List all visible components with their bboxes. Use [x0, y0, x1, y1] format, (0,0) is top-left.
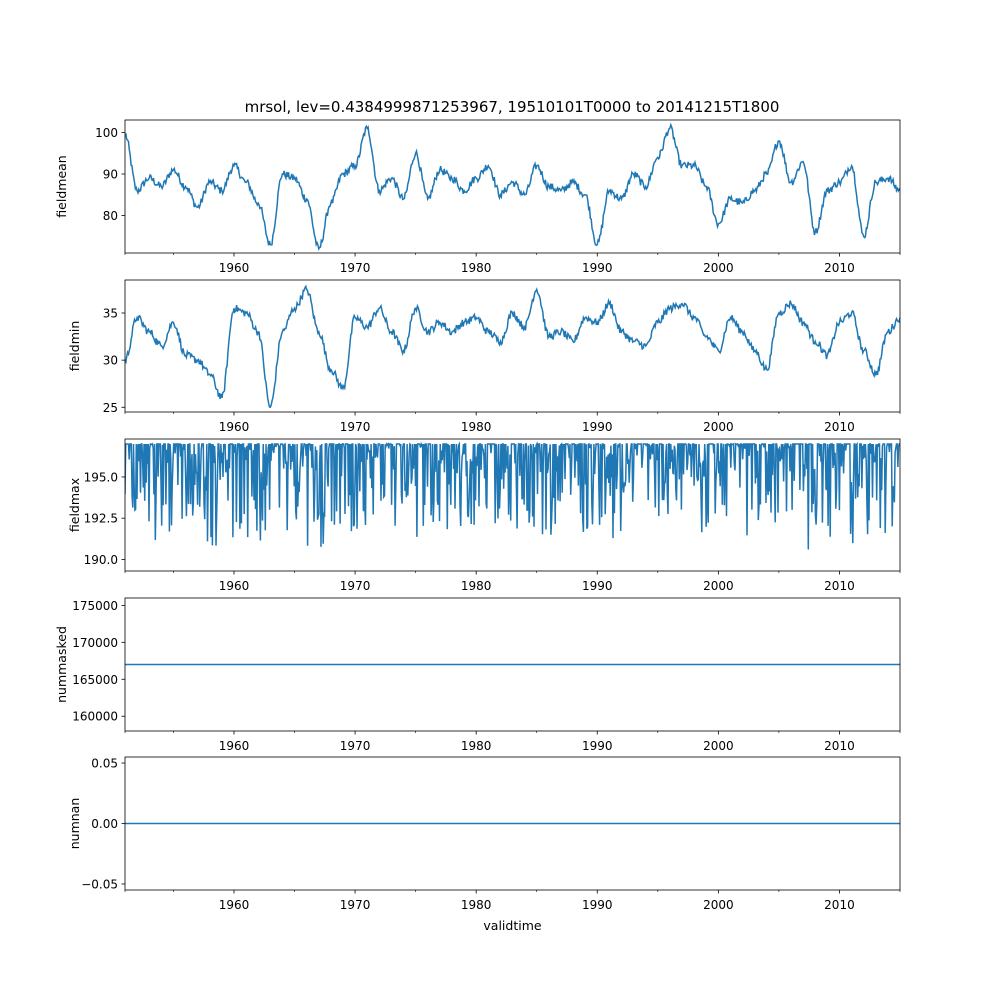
x-tick-label: 1970: [340, 898, 371, 912]
y-tick-label: 175000: [72, 599, 118, 613]
y-tick-label: 0.05: [91, 757, 118, 771]
axes-frame: [124, 279, 901, 413]
x-tick-label: 1980: [461, 898, 492, 912]
y-tick-label: −0.05: [81, 877, 118, 891]
y-tick-label: 170000: [72, 636, 118, 650]
x-tick-label: 1980: [461, 579, 492, 593]
subplot-fieldmin: 25 30 35 1960 1970 1980 1990 2000 2010 fieldmin: [67, 279, 901, 434]
x-tick-label: 2010: [824, 579, 855, 593]
y-tick-label: 165000: [72, 673, 118, 687]
x-tick-label: 1960: [219, 739, 250, 753]
y-tick-label: 195.0: [84, 470, 118, 484]
x-tick-label: 1990: [582, 579, 613, 593]
y-tick-label: 160000: [72, 710, 118, 724]
x-tick-label: 2010: [824, 420, 855, 434]
y-tick-label: 90: [103, 168, 118, 182]
x-tick-label: 1990: [582, 739, 613, 753]
x-tick-label: 1960: [219, 261, 250, 275]
series-line-fieldmean: [125, 122, 900, 251]
subplot-nummasked: 160000 165000 170000 175000 1960 1970 1980 1990…: [54, 597, 901, 753]
y-axis-label: nummasked: [54, 626, 69, 703]
y-tick-label: 0.00: [91, 817, 118, 831]
x-tick-label: 1960: [219, 420, 250, 434]
y-tick-label: 190.0: [84, 553, 118, 567]
y-tick-label: 100: [95, 126, 118, 140]
subplot-numnan: −0.05 0.00 0.05 1960 1970 1980 1990 2000 2010 num…: [67, 757, 901, 933]
x-tick-label: 1990: [582, 898, 613, 912]
axes-frame: [124, 438, 901, 572]
x-tick-label: 2000: [703, 261, 734, 275]
x-tick-label: 1980: [461, 420, 492, 434]
x-axis-label: validtime: [483, 918, 541, 933]
subplot-fieldmean: 80 90 100 1960 1970 1980 1990 2000 2010 fieldmean: [54, 119, 901, 275]
x-tick-label: 1990: [582, 420, 613, 434]
x-tick-label: 1980: [461, 739, 492, 753]
y-tick-label: 30: [103, 354, 118, 368]
x-tick-label: 2010: [824, 261, 855, 275]
x-tick-label: 1980: [461, 261, 492, 275]
x-tick-label: 1960: [219, 579, 250, 593]
x-tick-label: 2010: [824, 898, 855, 912]
x-tick-label: 1970: [340, 579, 371, 593]
y-axis-label: fieldmax: [67, 478, 82, 532]
series-line-fieldmax: [125, 441, 900, 550]
y-axis-label: numnan: [67, 798, 82, 850]
x-tick-label: 1990: [582, 261, 613, 275]
subplot-fieldmax: 190.0 192.5 195.0 1960 1970 1980 1990 2000 2010 f…: [67, 438, 901, 593]
x-tick-label: 2000: [703, 898, 734, 912]
y-tick-label: 25: [103, 401, 118, 415]
x-tick-label: 2000: [703, 579, 734, 593]
series-line-fieldmin: [125, 284, 900, 409]
y-tick-label: 192.5: [84, 512, 118, 526]
y-axis-label: fieldmin: [67, 321, 82, 372]
figure-title: mrsol, lev=0.4384999871253967, 19510101T…: [245, 98, 780, 116]
x-tick-label: 1970: [340, 739, 371, 753]
y-tick-label: 80: [103, 209, 118, 223]
x-tick-label: 1970: [340, 261, 371, 275]
x-tick-label: 2000: [703, 420, 734, 434]
x-tick-label: 2010: [824, 739, 855, 753]
x-tick-label: 1970: [340, 420, 371, 434]
y-axis-label: fieldmean: [54, 155, 69, 217]
axes-frame: [124, 597, 901, 732]
x-tick-label: 1960: [219, 898, 250, 912]
x-tick-label: 2000: [703, 739, 734, 753]
y-tick-label: 35: [103, 307, 118, 321]
axes-frame: [124, 119, 901, 254]
